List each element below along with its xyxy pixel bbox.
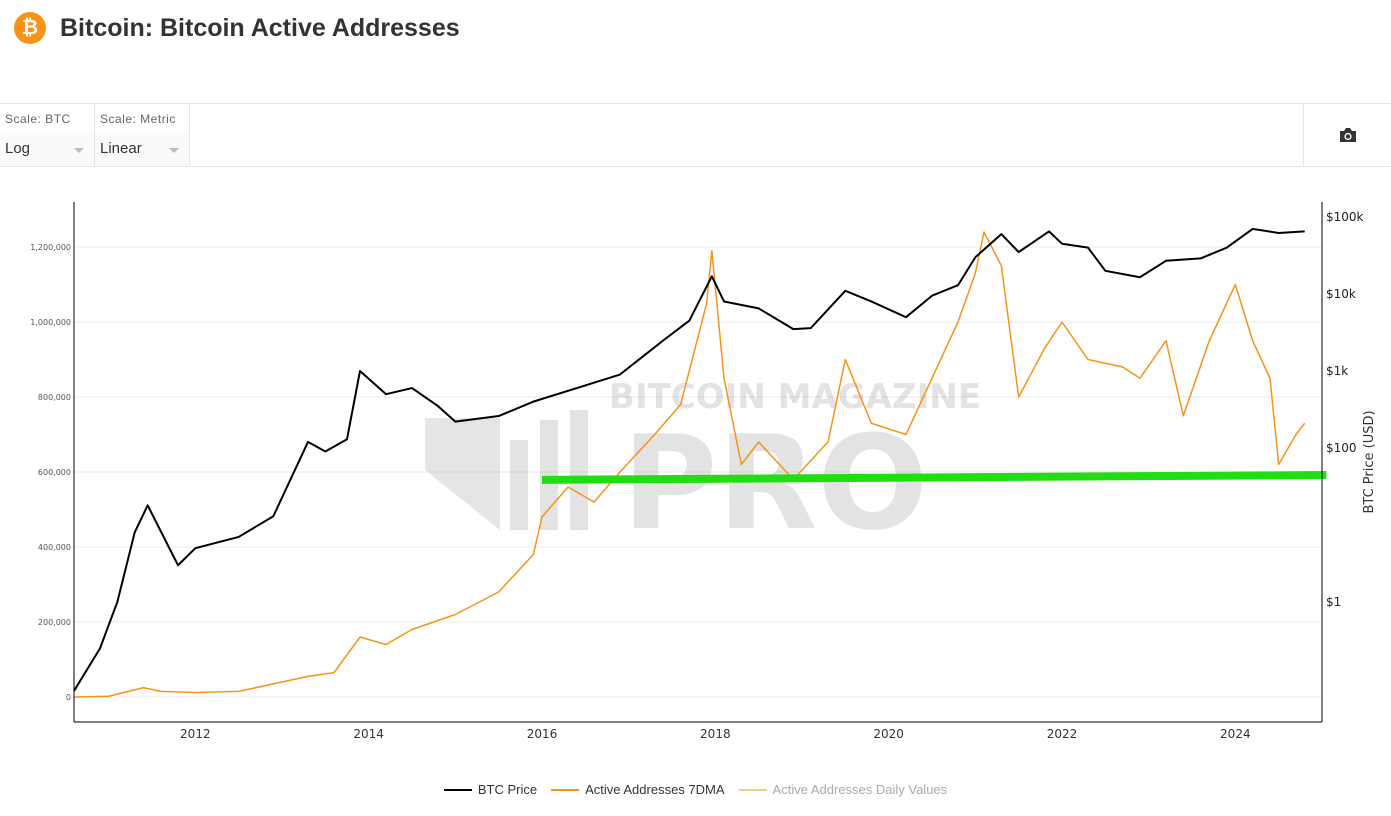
x-tick-label: 2012	[180, 727, 211, 741]
x-tick-label: 2024	[1220, 727, 1251, 741]
left-tick-label: 1,200,000	[30, 243, 71, 252]
series-active-addresses-7dma	[73, 231, 1306, 698]
scale-btc-select[interactable]: Scale: BTC Log	[0, 104, 95, 166]
right-tick-label: $1	[1326, 595, 1341, 609]
right-tick-label: $10k	[1326, 287, 1356, 301]
left-tick-label: 600,000	[38, 468, 71, 477]
x-tick-label: 2020	[873, 727, 904, 741]
legend-label: Active Addresses Daily Values	[772, 782, 948, 797]
x-tick-label: 2014	[353, 727, 384, 741]
right-tick-label: $100k	[1326, 210, 1364, 224]
x-tick-label: 2022	[1047, 727, 1078, 741]
series-btc-price	[73, 227, 1305, 692]
legend-item-7dma[interactable]: Active Addresses 7DMA	[551, 782, 725, 797]
header: ₿ Bitcoin: Bitcoin Active Addresses	[14, 12, 460, 44]
scale-metric-value[interactable]: Linear	[95, 132, 189, 166]
legend-label: BTC Price	[477, 782, 538, 797]
left-tick-label: 800,000	[38, 393, 71, 402]
chart: BITCOIN MAGAZINE PRO 0 200,000 400,000 600,…	[30, 202, 1377, 741]
camera-icon	[1339, 128, 1356, 142]
screenshot-button[interactable]	[1303, 104, 1391, 166]
left-tick-label: 200,000	[38, 618, 71, 627]
right-tick-label: $100	[1326, 441, 1357, 455]
left-tick-label: 0	[66, 693, 71, 702]
watermark: BITCOIN MAGAZINE PRO	[425, 377, 981, 559]
left-tick-label: 400,000	[38, 543, 71, 552]
x-tick-label: 2016	[527, 727, 558, 741]
chevron-down-icon	[169, 148, 179, 153]
bitcoin-icon: ₿	[14, 12, 46, 44]
legend-label: Active Addresses 7DMA	[585, 782, 725, 797]
toolbar: Scale: BTC Log Scale: Metric Linear	[0, 103, 1391, 167]
scale-btc-label: Scale: BTC	[5, 112, 71, 126]
x-tick-label: 2018	[700, 727, 731, 741]
scale-metric-label: Scale: Metric	[100, 112, 176, 126]
left-tick-label: 1,000,000	[30, 318, 71, 327]
legend: BTC Price Active Addresses 7DMA Active A…	[0, 782, 1391, 797]
legend-item-daily[interactable]: Active Addresses Daily Values	[738, 782, 948, 797]
scale-metric-select[interactable]: Scale: Metric Linear	[95, 104, 190, 166]
legend-item-btc-price[interactable]: BTC Price	[443, 782, 538, 797]
watermark-line1: BITCOIN MAGAZINE	[609, 377, 981, 417]
right-tick-label: $1k	[1326, 364, 1348, 378]
chevron-down-icon	[74, 148, 84, 153]
annotation-support-line	[541, 471, 1327, 484]
right-axis-title: BTC Price (USD)	[1362, 410, 1377, 513]
page-title: Bitcoin: Bitcoin Active Addresses	[60, 13, 460, 42]
